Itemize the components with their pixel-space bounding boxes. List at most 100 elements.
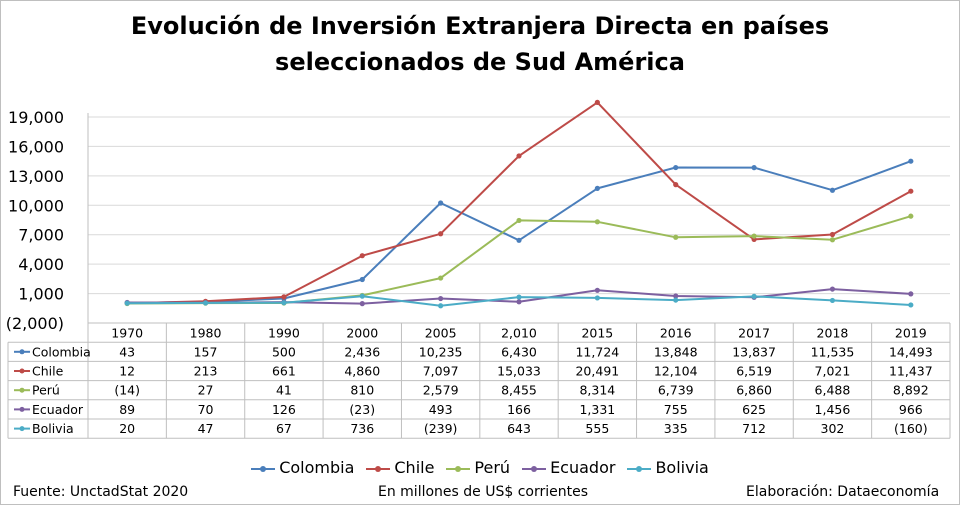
y-tick-label: 16,000 <box>8 137 64 156</box>
data-point <box>516 237 522 243</box>
table-value: 47 <box>198 421 214 436</box>
data-point <box>594 295 600 301</box>
data-point <box>438 303 444 309</box>
data-point <box>673 297 679 303</box>
table-value: 4,860 <box>344 364 380 379</box>
table-value: 712 <box>742 421 766 436</box>
line-chart: 19,000 16,000 13,000 10,000 7,000 4,000 1,000 (… <box>6 99 951 439</box>
x-category-label: 1980 <box>190 326 222 341</box>
x-category-label: 2019 <box>895 326 927 341</box>
legend-label: Bolivia <box>655 458 709 477</box>
y-tick-label: 7,000 <box>18 226 64 245</box>
data-point <box>751 233 757 239</box>
table-value: (23) <box>349 402 375 417</box>
y-tick-label: 10,000 <box>8 196 64 215</box>
table-value: 6,860 <box>736 383 772 398</box>
table-value: 500 <box>272 344 296 359</box>
data-point <box>908 213 914 219</box>
table-series-name: Chile <box>32 364 64 379</box>
table-value: 493 <box>429 402 453 417</box>
table-legend-marker <box>19 368 25 374</box>
data-point <box>673 293 679 299</box>
units-note: En millones de US$ corrientes <box>378 484 589 500</box>
legend-key <box>522 465 547 472</box>
legend: Colombia Chile Perú Ecuador Bolivia <box>0 458 960 477</box>
table-value: 8,314 <box>579 383 615 398</box>
legend-item: Perú <box>446 458 510 477</box>
data-point <box>516 299 522 305</box>
table-value: 12,104 <box>654 364 698 379</box>
table-value: 89 <box>119 402 135 417</box>
table-value: 20 <box>119 421 135 436</box>
data-point <box>594 287 600 293</box>
table-legend-marker <box>19 349 25 355</box>
x-category-label: 2018 <box>817 326 849 341</box>
table-value: 11,535 <box>811 344 855 359</box>
table-value: 966 <box>899 402 923 417</box>
source-note: Fuente: UnctadStat 2020 <box>13 484 189 500</box>
table-series-name: Perú <box>32 383 60 398</box>
data-point <box>359 293 365 299</box>
table-value: 1,331 <box>579 402 615 417</box>
table-value: 157 <box>194 344 218 359</box>
table-value: 14,493 <box>889 344 933 359</box>
x-category-label: 2015 <box>581 326 613 341</box>
table-value: 302 <box>821 421 845 436</box>
data-point <box>594 185 600 191</box>
x-category-label: 2016 <box>660 326 692 341</box>
chart-title-line-2: seleccionados de Sud América <box>275 48 685 76</box>
table-value: 2,436 <box>344 344 380 359</box>
table-value: (160) <box>894 421 928 436</box>
table-value: 6,430 <box>501 344 537 359</box>
legend-item: Chile <box>366 458 434 477</box>
table-value: 126 <box>272 402 296 417</box>
table-value: 643 <box>507 421 531 436</box>
table-value: 67 <box>276 421 292 436</box>
x-category-label: 2017 <box>738 326 770 341</box>
data-point <box>908 291 914 297</box>
data-point <box>359 253 365 259</box>
data-point <box>673 234 679 240</box>
table-legend-marker <box>19 426 25 432</box>
data-point <box>829 187 836 193</box>
table-value: 6,488 <box>815 383 851 398</box>
data-point <box>829 231 836 238</box>
legend-key <box>627 465 652 472</box>
x-category-label: 2,010 <box>501 326 537 341</box>
data-point <box>829 297 836 304</box>
y-tick-label: (2,000) <box>6 314 64 333</box>
table-value: 13,848 <box>654 344 698 359</box>
table-value: 213 <box>194 364 218 379</box>
data-point <box>281 294 287 300</box>
legend-label: Ecuador <box>550 458 616 477</box>
table-value: 8,455 <box>501 383 537 398</box>
table-value: 335 <box>664 421 688 436</box>
table-value: 10,235 <box>419 344 463 359</box>
data-point <box>673 182 679 188</box>
data-point <box>202 300 209 306</box>
table-value: 1,456 <box>815 402 851 417</box>
legend-item: Ecuador <box>522 458 615 477</box>
table-value: 6,519 <box>736 364 772 379</box>
x-category-label: 2005 <box>425 326 457 341</box>
table-value: 7,021 <box>815 364 851 379</box>
data-point <box>751 165 757 171</box>
table-value: 810 <box>350 383 374 398</box>
series-line-chile <box>127 101 912 305</box>
chart-title-line-1: Evolución de Inversión Extranjera Direct… <box>130 12 830 40</box>
data-point <box>594 99 600 105</box>
legend-label: Chile <box>394 458 435 477</box>
table-value: 15,033 <box>497 364 541 379</box>
data-point <box>516 294 522 300</box>
table-value: 70 <box>198 402 214 417</box>
legend-label: Colombia <box>279 458 355 477</box>
data-point <box>359 301 365 307</box>
table-value: 13,837 <box>732 344 776 359</box>
table-value: 6,739 <box>658 383 694 398</box>
table-series-name: Colombia <box>32 344 91 359</box>
series-line-perú <box>127 215 912 305</box>
data-point <box>516 153 522 159</box>
legend-key <box>251 465 276 472</box>
table-value: 41 <box>276 383 292 398</box>
y-tick-label: 1,000 <box>18 285 64 304</box>
